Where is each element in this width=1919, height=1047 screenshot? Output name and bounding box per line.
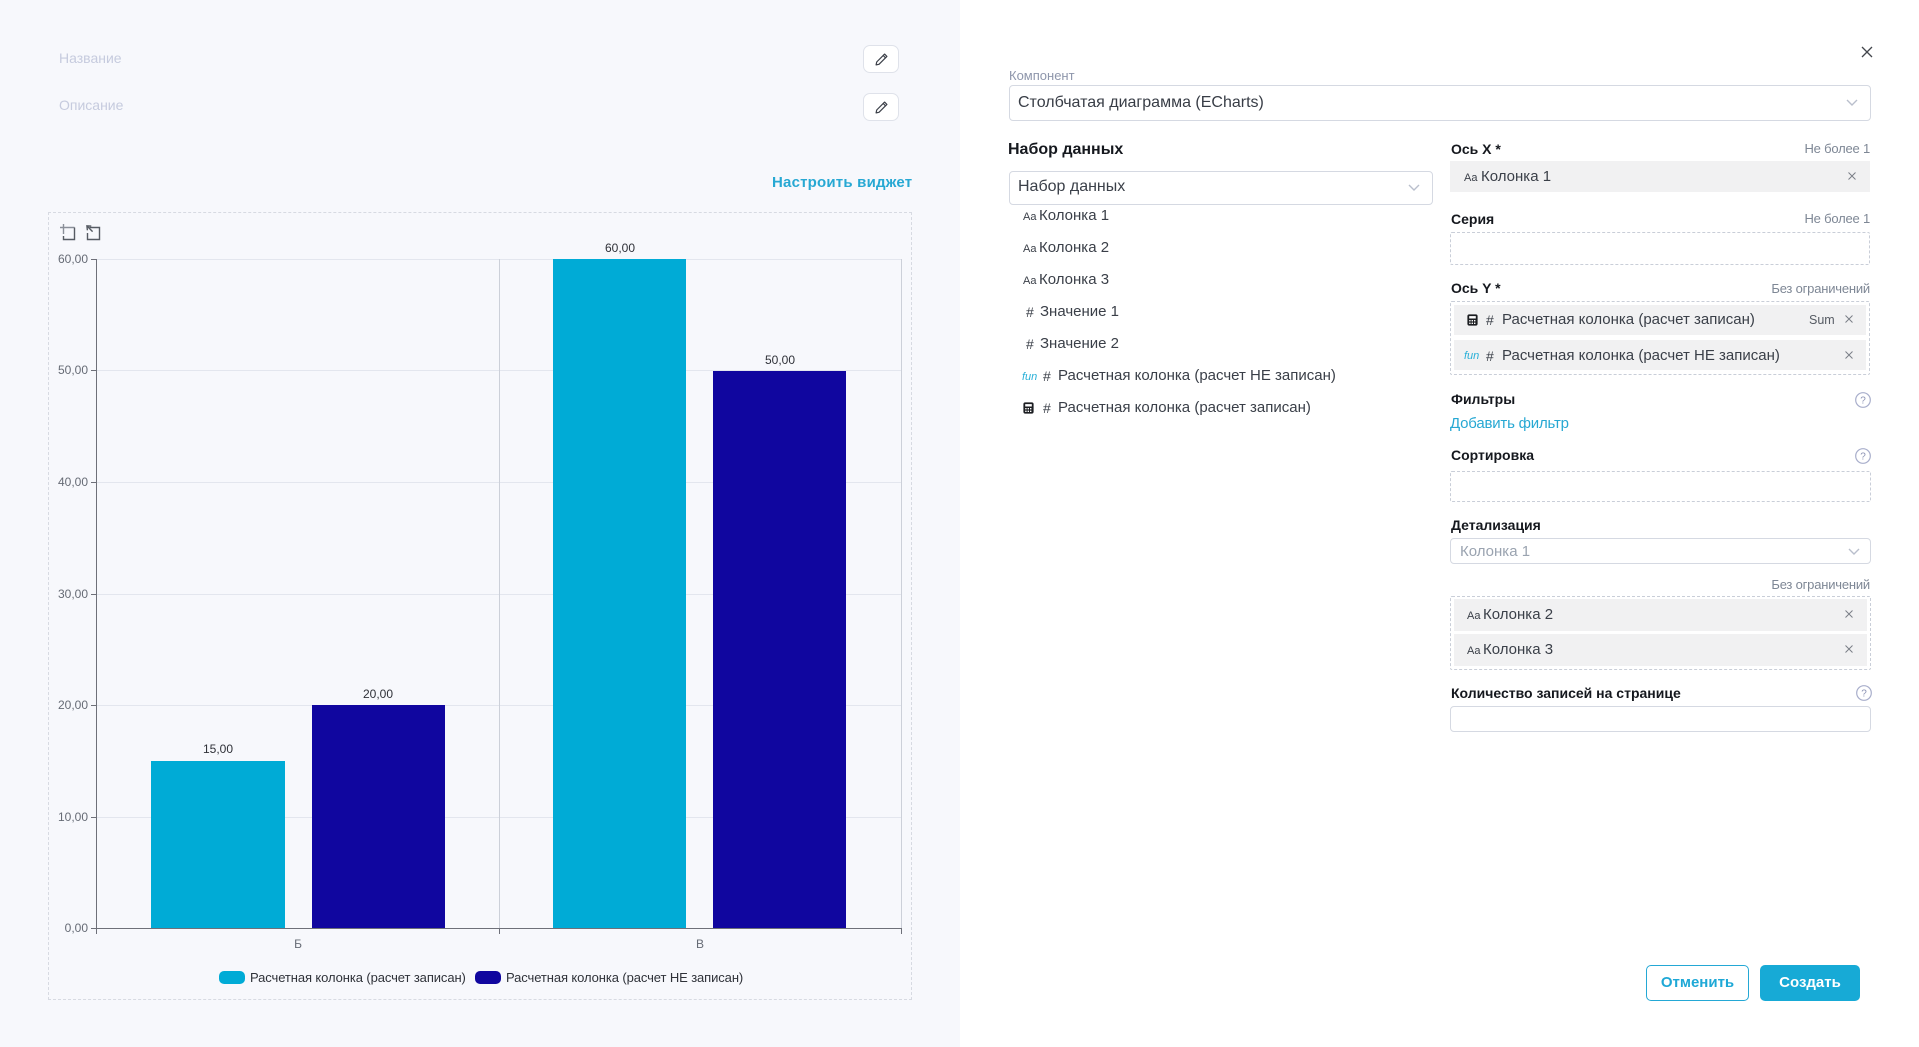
svg-text:?: ?	[1860, 396, 1866, 407]
svg-text:?: ?	[1860, 452, 1866, 463]
svg-text:?: ?	[1861, 689, 1867, 700]
